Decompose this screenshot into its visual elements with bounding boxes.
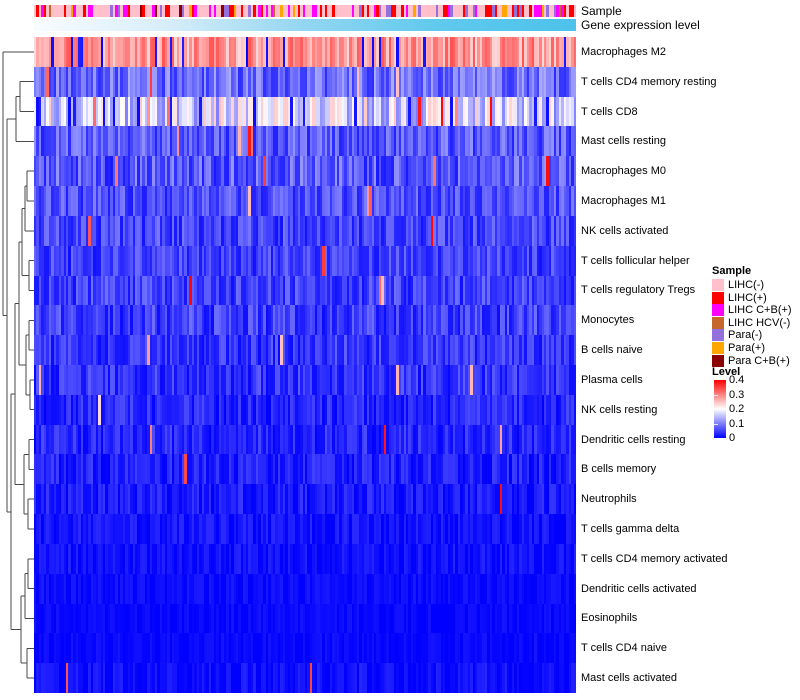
level-tick-label: 0.2 (729, 403, 745, 415)
legend-entry: Para(-) (712, 329, 763, 342)
gene-expression-annotation-bar (34, 19, 576, 31)
legend-entry-label: LIHC(+) (728, 291, 767, 304)
row-label: Macrophages M0 (581, 165, 666, 178)
row-label: T cells CD8 (581, 105, 638, 118)
level-tick-label: 0.4 (729, 374, 745, 386)
legend-swatch (712, 279, 724, 291)
legend-sample-title: Sample (712, 265, 752, 277)
legend-entry-label: LIHC(-) (728, 279, 765, 291)
row-label: Mast cells activated (581, 672, 677, 685)
row-label: B cells naive (581, 344, 643, 357)
legend-entry: LIHC(-) (712, 279, 764, 291)
row-label: T cells CD4 memory resting (581, 75, 717, 88)
row-label: NK cells resting (581, 403, 658, 416)
level-tick-dash (714, 409, 718, 410)
row-label: T cells CD4 naive (581, 642, 667, 655)
legend-entry-label: LIHC HCV(-) (728, 316, 791, 329)
legend-entry: LIHC C+B(+) (712, 304, 792, 317)
row-label: Macrophages M2 (581, 45, 666, 58)
legend-swatch (712, 304, 724, 317)
row-label: T cells gamma delta (581, 523, 680, 535)
row-label: B cells memory (581, 463, 657, 476)
legend-entry: LIHC HCV(-) (712, 316, 791, 329)
row-label: T cells regulatory Tregs (581, 284, 696, 297)
legend-entry-label: LIHC C+B(+) (728, 304, 792, 317)
sample-annotation-bar (34, 5, 576, 17)
legend-entry: Para(+) (712, 342, 765, 354)
row-label: Macrophages M1 (581, 195, 666, 207)
level-tick-label: 0.1 (729, 417, 745, 430)
legend-swatch (712, 342, 724, 354)
legend-swatch (712, 291, 724, 304)
legend-swatch (712, 354, 724, 367)
row-label: T cells CD4 memory activated (581, 552, 728, 565)
row-label: Plasma cells (581, 373, 643, 386)
level-tick-label: 0 (729, 432, 736, 444)
row-dendrogram-icon (2, 51, 34, 679)
row-label: Mast cells resting (581, 135, 666, 148)
level-tick-label: 0.3 (729, 388, 745, 401)
row-label: NK cells activated (581, 224, 669, 237)
level-tick-dash (714, 394, 718, 396)
legend-entry-label: Para C+B(+) (728, 354, 790, 367)
legend-swatch (712, 316, 724, 329)
row-label: Dendritic cells activated (581, 582, 697, 595)
sample-annotation-label: Sample (581, 4, 622, 18)
legend-level-title: Level (712, 366, 741, 378)
legend-entry-label: Para(+) (728, 342, 765, 354)
level-tick-dash (714, 423, 718, 425)
row-label: Neutrophils (581, 493, 637, 506)
gene-annotation-label: Gene expression level (581, 18, 700, 32)
row-label: Monocytes (581, 314, 635, 327)
row-label: T cells follicular helper (581, 254, 690, 267)
row-label: Eosinophils (581, 612, 638, 625)
legend-entry: Para C+B(+) (712, 354, 790, 367)
row-label: Dendritic cells resting (581, 433, 686, 446)
legend-entry-label: Para(-) (728, 329, 763, 342)
legend-swatch (712, 329, 724, 342)
legend-entry: LIHC(+) (712, 291, 767, 304)
heatmap-canvas (34, 37, 576, 693)
